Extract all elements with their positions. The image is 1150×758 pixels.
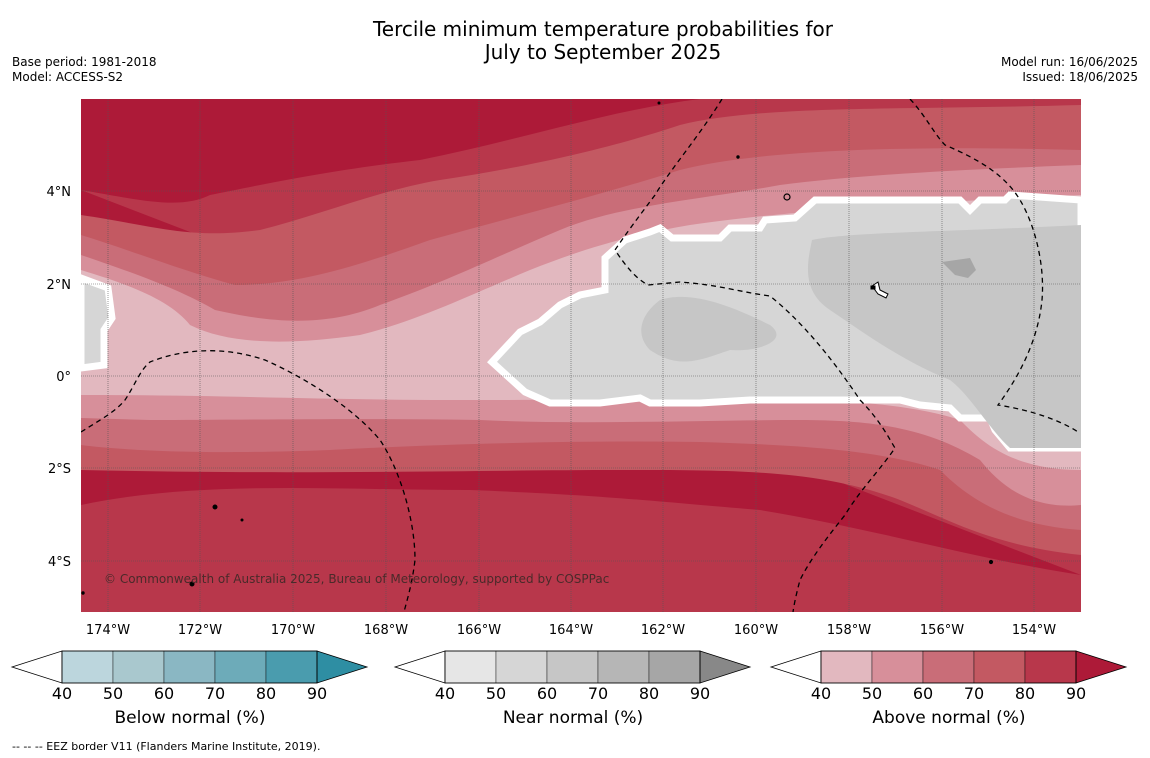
- colorbar-tick-label: 90: [1066, 684, 1086, 703]
- colorbar-0: 40 50 60 70 80 90: [10, 650, 369, 703]
- colorbar-tick-label: 60: [154, 684, 174, 703]
- lon-label: 164°W: [549, 623, 593, 638]
- colorbar-tick-label: 80: [1015, 684, 1035, 703]
- colorbar-segment: [648, 650, 701, 684]
- colorbar-tick-label: 50: [103, 684, 123, 703]
- base-period-text: Base period: 1981-2018: [12, 55, 157, 69]
- colorbar-segment: [163, 650, 216, 684]
- colorbar-tick-label: 40: [52, 684, 72, 703]
- legend-title-below: Below normal (%): [114, 708, 266, 728]
- colorbar-segment: [444, 650, 497, 684]
- colorbar-tick-label: 80: [639, 684, 659, 703]
- colorbar-segment: [214, 650, 267, 684]
- lon-label: 158°W: [827, 623, 871, 638]
- colorbar-tick-label: 90: [690, 684, 710, 703]
- near-normal-50-center: [641, 296, 777, 362]
- lat-label: 4°N: [47, 185, 72, 200]
- meta-right: Model run: 16/06/2025 Issued: 18/06/2025: [1001, 55, 1138, 85]
- model-run-text: Model run: 16/06/2025: [1000, 55, 1138, 69]
- near-normal-50-east: [807, 225, 1081, 448]
- legend-title-near: Near normal (%): [502, 708, 644, 728]
- colorbar-tick-label: 60: [537, 684, 557, 703]
- colorbar-segment: [820, 650, 873, 684]
- chart-title: Tercile minimum temperature probabilitie…: [0, 18, 1150, 64]
- title-line-1: Tercile minimum temperature probabilitie…: [372, 17, 834, 41]
- colorbar-tick-label: 80: [256, 684, 276, 703]
- colorbar-extension-low: [393, 650, 446, 684]
- colorbar-segment: [973, 650, 1026, 684]
- colorbar-segment: [495, 650, 548, 684]
- colorbar-extension-low: [769, 650, 822, 684]
- lon-label: 156°W: [920, 623, 964, 638]
- colorbar-segment: [922, 650, 975, 684]
- lon-label: 170°W: [271, 623, 315, 638]
- lon-label: 154°W: [1012, 623, 1056, 638]
- probability-map: © Commonwealth of Australia 2025, Bureau…: [47, 99, 1081, 638]
- colorbar-tick-label: 40: [435, 684, 455, 703]
- model-text: Model: ACCESS-S2: [12, 70, 124, 84]
- colorbar-segment: [871, 650, 924, 684]
- eez-footnote: -- -- -- EEZ border V11 (Flanders Marine…: [12, 740, 321, 753]
- colorbar-tick-label: 70: [205, 684, 225, 703]
- lon-label: 172°W: [178, 623, 222, 638]
- colorbar-segment: [1024, 650, 1077, 684]
- lat-label: 2°N: [47, 278, 72, 293]
- colorbar-tick-label: 50: [862, 684, 882, 703]
- islands: [81, 101, 994, 595]
- map-layers: [81, 99, 1081, 612]
- colorbar-extension-high: [699, 650, 752, 684]
- lon-label: 166°W: [457, 623, 501, 638]
- lat-label: 4°S: [48, 555, 71, 570]
- latitude-labels: 4°N 2°N 0° 2°S 4°S: [47, 185, 72, 570]
- colorbar-segment: [112, 650, 165, 684]
- lon-label: 160°W: [734, 623, 778, 638]
- colorbar-extension-high: [316, 650, 369, 684]
- eez-borders: [81, 99, 1079, 612]
- colorbar-tick-label: 70: [588, 684, 608, 703]
- title-line-2: July to September 2025: [484, 40, 722, 64]
- colorbar-segment: [597, 650, 650, 684]
- colorbar-tick-label: 70: [964, 684, 984, 703]
- colorbar-tick-label: 40: [811, 684, 831, 703]
- colorbar-extension-high: [1075, 650, 1128, 684]
- lon-label: 174°W: [86, 623, 130, 638]
- meta-left: Base period: 1981-2018 Model: ACCESS-S2: [12, 55, 157, 85]
- lat-label: 2°S: [48, 462, 71, 477]
- near-normal-60-patch: [942, 258, 976, 278]
- lat-label: 0°: [56, 370, 71, 385]
- colorbar-segment: [61, 650, 114, 684]
- colorbar-tick-label: 60: [913, 684, 933, 703]
- colorbar-tick-label: 50: [486, 684, 506, 703]
- issued-text: Issued: 18/06/2025: [1022, 70, 1138, 84]
- graticule: [81, 99, 1081, 612]
- copyright-text: © Commonwealth of Australia 2025, Bureau…: [104, 572, 609, 586]
- colorbar-tick-label: 90: [307, 684, 327, 703]
- lon-label: 162°W: [641, 623, 685, 638]
- colorbar-2: 40 50 60 70 80 90: [769, 650, 1128, 703]
- colorbar-segment: [546, 650, 599, 684]
- near-normal-patch-west: [81, 274, 116, 372]
- lon-label: 168°W: [364, 623, 408, 638]
- colorbar-extension-low: [10, 650, 63, 684]
- colorbar-segment: [265, 650, 318, 684]
- legend-title-above: Above normal (%): [872, 708, 1026, 728]
- longitude-labels: 174°W 172°W 170°W 168°W 166°W 164°W 162°W 160°W…: [86, 623, 1056, 638]
- colorbar-1: 40 50 60 70 80 90: [393, 650, 752, 703]
